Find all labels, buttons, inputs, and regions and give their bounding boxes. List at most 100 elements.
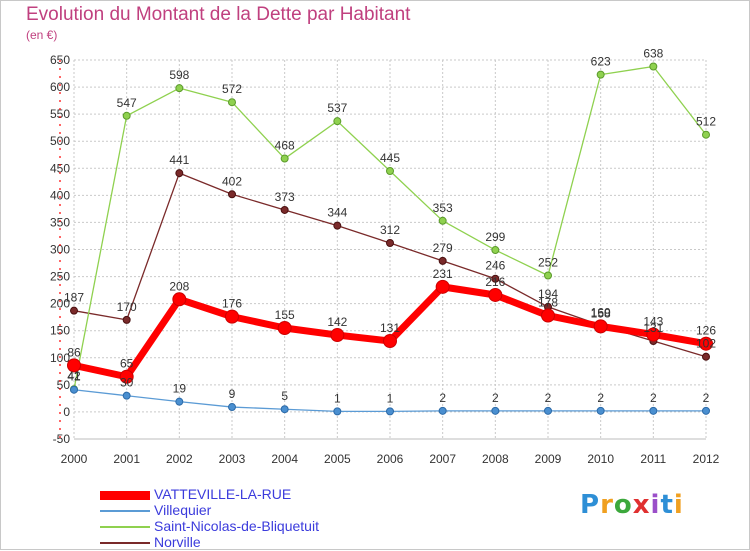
legend-label: Norville	[154, 534, 201, 550]
data-label: 160	[591, 305, 611, 319]
x-tick-label: 2012	[693, 452, 720, 466]
data-label: 131	[380, 321, 400, 335]
data-point	[386, 166, 394, 175]
data-point	[438, 216, 447, 225]
data-point	[593, 319, 608, 334]
data-label: 2	[650, 391, 657, 405]
y-tick-label: 300	[50, 243, 70, 257]
data-point	[541, 308, 555, 323]
data-label: 2	[597, 391, 604, 405]
data-label: 194	[538, 287, 558, 301]
data-label: 441	[169, 153, 189, 167]
x-tick-label: 2006	[377, 452, 404, 466]
data-label: 373	[275, 190, 295, 204]
data-label: 231	[433, 267, 453, 281]
data-label: 142	[327, 315, 347, 329]
data-point	[330, 328, 345, 343]
data-point	[280, 205, 289, 214]
data-label: 9	[229, 387, 236, 401]
data-label: 537	[327, 101, 347, 115]
data-point	[596, 406, 605, 415]
y-tick-label: 150	[50, 324, 70, 338]
data-label: 598	[169, 68, 189, 82]
data-label: 1	[387, 391, 394, 405]
data-label: 126	[696, 324, 716, 338]
data-point	[70, 306, 78, 315]
data-label: 208	[169, 279, 189, 293]
data-point	[438, 406, 447, 415]
y-tick-label: 400	[50, 188, 70, 202]
data-point	[228, 403, 236, 412]
data-point	[67, 358, 81, 373]
data-point	[277, 321, 292, 336]
y-tick-label: 600	[50, 80, 70, 94]
data-point	[228, 98, 236, 107]
data-label: 176	[222, 297, 242, 311]
data-point	[383, 334, 397, 349]
data-label: 2	[439, 391, 446, 405]
data-point	[702, 130, 710, 139]
data-point	[435, 279, 450, 294]
x-tick-label: 2008	[482, 452, 509, 466]
legend-label: Villequier	[154, 502, 212, 518]
data-point	[228, 190, 236, 199]
data-point	[172, 292, 187, 307]
data-label: 143	[643, 315, 663, 329]
data-label: 155	[275, 308, 295, 322]
data-label: 2	[492, 391, 499, 405]
x-tick-label: 2001	[113, 452, 140, 466]
data-point	[119, 369, 134, 384]
data-point	[333, 407, 342, 416]
y-tick-label: -50	[53, 432, 71, 446]
legend-swatch	[100, 490, 150, 500]
data-point	[491, 246, 500, 255]
data-point	[438, 256, 447, 265]
data-label: 353	[433, 201, 453, 215]
data-label: 158	[591, 306, 611, 320]
legend-swatch	[100, 510, 150, 512]
data-label: 623	[591, 55, 611, 69]
x-tick-label: 2003	[219, 452, 246, 466]
data-point	[175, 397, 184, 406]
y-tick-label: 200	[50, 297, 70, 311]
data-label: 170	[117, 300, 137, 314]
data-label: 344	[327, 206, 347, 220]
logo-letter: i	[673, 490, 684, 520]
data-point	[699, 336, 713, 351]
logo-letter: P	[580, 490, 601, 520]
x-tick-label: 2010	[587, 452, 614, 466]
data-label: 19	[173, 382, 187, 396]
data-label: 5	[281, 389, 288, 403]
data-label: 131	[643, 321, 663, 335]
data-point	[702, 352, 710, 361]
data-label: 65	[120, 357, 134, 371]
x-tick-label: 2000	[61, 452, 88, 466]
data-point	[544, 406, 552, 415]
data-point	[646, 327, 661, 342]
data-point	[649, 62, 658, 71]
y-tick-label: 350	[50, 215, 70, 229]
data-label: 279	[433, 241, 453, 255]
data-point	[122, 315, 131, 324]
data-label: 30	[120, 376, 134, 390]
logo-letter: t	[660, 490, 674, 520]
legend-swatch	[100, 526, 150, 528]
data-point	[491, 274, 500, 283]
data-point	[386, 239, 394, 248]
data-point	[544, 271, 552, 280]
data-label: 2	[545, 391, 552, 405]
data-label: 402	[222, 174, 242, 188]
data-point	[70, 385, 78, 394]
x-tick-label: 2011	[640, 452, 666, 466]
legend-label: Saint-Nicolas-de-Bliquetuit	[154, 518, 319, 534]
data-point	[491, 406, 500, 415]
y-tick-label: 0	[63, 405, 70, 419]
data-label: 312	[380, 223, 400, 237]
data-point	[280, 154, 289, 163]
legend-label: VATTEVILLE-LA-RUE	[154, 486, 292, 502]
data-label: 246	[485, 259, 505, 273]
data-point	[175, 169, 184, 178]
data-point	[702, 406, 710, 415]
